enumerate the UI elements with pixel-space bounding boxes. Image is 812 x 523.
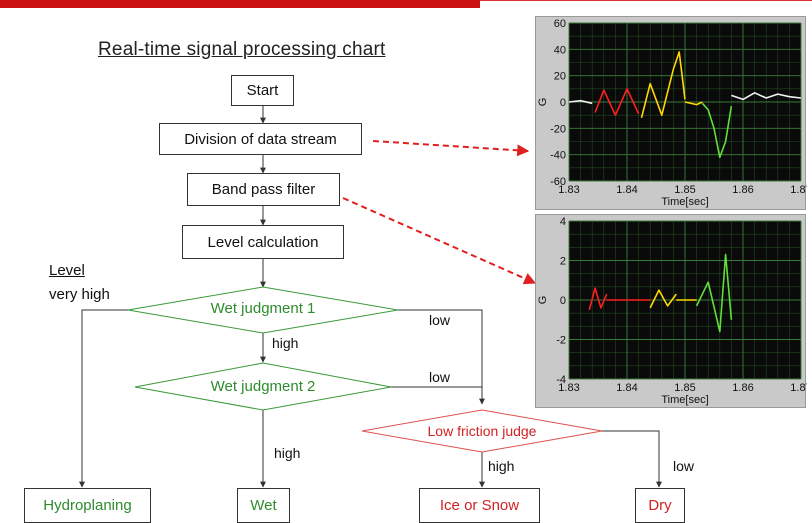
y-axis-label: G	[537, 296, 549, 305]
y-tick-label: 60	[554, 18, 566, 30]
series-line-green	[701, 102, 733, 159]
very-high-label: very high	[49, 286, 110, 303]
outcome-ice-snow: Ice or Snow	[419, 488, 540, 523]
series-line-red	[588, 287, 608, 311]
x-tick-label: 1.86	[732, 382, 753, 394]
y-tick-label: 20	[554, 71, 566, 83]
series-line-white	[731, 92, 802, 101]
wet-judgment-2-label: Wet judgment 2	[210, 378, 316, 395]
division-box: Division of data stream	[159, 123, 362, 155]
y-tick-label: -20	[550, 123, 566, 135]
x-axis-label: Time[sec]	[661, 196, 708, 208]
x-tick-label: 1.83	[558, 382, 579, 394]
bandpass-box: Band pass filter	[187, 173, 340, 206]
y-tick-label: 2	[560, 256, 566, 268]
start-box: Start	[231, 75, 294, 106]
high-label-2: high	[274, 445, 301, 461]
x-tick-label: 1.85	[674, 184, 695, 196]
series-line-green	[695, 253, 733, 333]
high-label-3: high	[488, 458, 515, 474]
series-line-yellow	[649, 289, 677, 309]
x-axis-label: Time[sec]	[661, 394, 708, 406]
raw-signal-chart: 1.83 1.84 1.85 1.86 1.87 60 40 20 0 -20 -40 -60 Time…	[537, 18, 807, 208]
level-calc-box: Level calculation	[182, 225, 344, 259]
low-label-1: low	[429, 312, 451, 328]
top-accent-bar	[0, 0, 480, 8]
y-axis-label: G	[537, 98, 549, 107]
low-friction-diamond	[361, 409, 603, 453]
low-label-3: low	[673, 458, 695, 474]
chart-panel-raw: 1.83 1.84 1.85 1.86 1.87 60 40 20 0 -20 -40 -60 Time…	[535, 16, 807, 210]
outcome-hydroplaning: Hydroplaning	[24, 488, 151, 523]
chart-panel-filtered: 1.83 1.84 1.85 1.86 1.87 4 2 0 -2 -4 Time[sec] G	[535, 214, 807, 408]
y-tick-label: 0	[560, 97, 566, 109]
filtered-signal-chart: 1.83 1.84 1.85 1.86 1.87 4 2 0 -2 -4 Time[sec] G	[537, 216, 807, 406]
top-accent-line	[480, 0, 812, 1]
y-tick-label: -2	[556, 335, 566, 347]
x-tick-label: 1.85	[674, 382, 695, 394]
low-label-2: low	[429, 369, 451, 385]
x-tick-label: 1.84	[616, 382, 637, 394]
outcome-wet: Wet	[237, 488, 290, 523]
x-tick-label: 1.87	[790, 382, 807, 394]
high-label-1: high	[272, 335, 299, 351]
wet-judgment-1-diamond	[127, 286, 399, 334]
y-tick-label: -60	[550, 176, 566, 188]
x-tick-label: 1.87	[790, 184, 807, 196]
y-tick-label: -40	[550, 150, 566, 162]
low-friction-label: Low friction judge	[427, 423, 537, 439]
chart-title: Real-time signal processing chart	[98, 39, 386, 60]
series-line-white	[568, 99, 593, 105]
y-tick-label: 0	[560, 295, 566, 307]
level-heading: Level	[49, 262, 85, 279]
wet-judgment-2-diamond	[134, 362, 392, 411]
series-line-yellow	[640, 51, 686, 118]
x-tick-label: 1.86	[732, 184, 753, 196]
y-tick-label: 40	[554, 44, 566, 56]
y-tick-label: -4	[556, 374, 566, 386]
wet-judgment-1-label: Wet judgment 1	[210, 300, 316, 317]
y-tick-label: 4	[560, 216, 566, 228]
x-tick-label: 1.84	[616, 184, 637, 196]
x-tick-label: 1.83	[558, 184, 579, 196]
series-line-red	[594, 88, 640, 116]
series-line-yellow	[684, 101, 703, 106]
outcome-dry: Dry	[635, 488, 685, 523]
